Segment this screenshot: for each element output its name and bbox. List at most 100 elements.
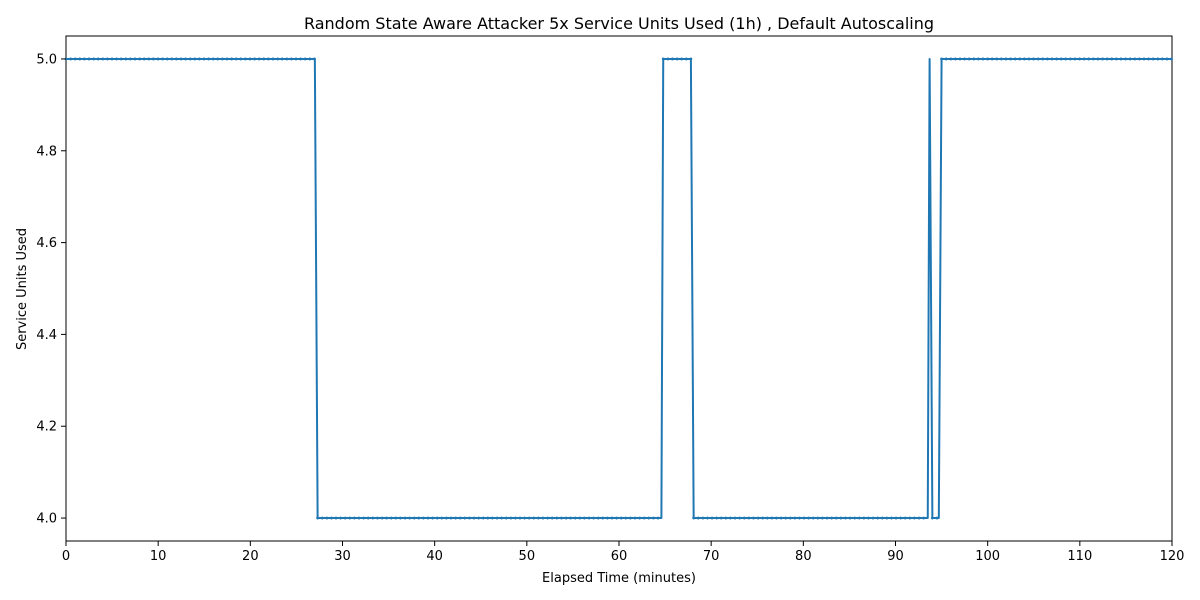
series-point [170, 57, 174, 61]
series-point [680, 57, 684, 61]
series-point [463, 516, 467, 520]
x-tick-label: 0 [62, 549, 70, 564]
series-point [715, 516, 719, 520]
series-point [596, 516, 600, 520]
series-point [899, 516, 903, 520]
series-point [738, 516, 742, 520]
series-point [615, 516, 619, 520]
series-point [1137, 57, 1141, 61]
series-point [253, 57, 256, 61]
series-point [675, 57, 679, 61]
series-point [986, 57, 989, 61]
series-point [385, 516, 389, 520]
plot-area [64, 35, 1173, 542]
series-point [958, 57, 962, 61]
x-tick-label: 70 [703, 549, 720, 564]
x-tick-label: 110 [1067, 549, 1092, 564]
series-point [990, 57, 994, 61]
series-point [271, 57, 275, 61]
series-point [435, 516, 439, 520]
series-point [913, 516, 916, 520]
series-point [944, 57, 948, 61]
series-point [138, 57, 142, 61]
x-tick-label: 10 [150, 549, 167, 564]
series-point [92, 57, 95, 61]
series-point [175, 57, 178, 61]
y-tick-label: 4.4 [36, 328, 57, 343]
y-tick-label: 4.8 [36, 144, 57, 159]
series-point [839, 516, 843, 520]
series-point [211, 57, 215, 61]
series-point [661, 57, 665, 61]
series-point [280, 57, 284, 61]
series-point [619, 516, 623, 520]
series-point [325, 516, 329, 520]
series-point [262, 57, 266, 61]
series-point [1018, 57, 1022, 61]
series-point [917, 516, 921, 520]
series-point [234, 57, 238, 61]
series-point [1059, 57, 1063, 61]
series-point [995, 57, 999, 61]
series-point [303, 57, 307, 61]
series-point [671, 57, 674, 61]
series-point [408, 516, 412, 520]
series-point [903, 516, 907, 520]
series-point [101, 57, 105, 61]
series-point [1004, 57, 1008, 61]
series-point [684, 57, 688, 61]
series-point [1160, 57, 1164, 61]
series-point [202, 57, 206, 61]
series-point [83, 57, 86, 61]
series-point [706, 516, 709, 520]
series-layer [64, 57, 1173, 520]
series-point [610, 516, 614, 520]
series-point [532, 516, 536, 520]
series-point [953, 57, 957, 61]
series-point [940, 57, 943, 61]
y-tick-label: 4.0 [36, 512, 57, 527]
series-point [1133, 57, 1137, 61]
series-point [184, 57, 188, 61]
series-point [894, 516, 898, 520]
series-point [867, 516, 870, 520]
series-point [788, 516, 792, 520]
series-point [629, 516, 632, 520]
series-point [412, 516, 416, 520]
series-point [652, 516, 655, 520]
series-point [647, 516, 651, 520]
series-point [330, 516, 333, 520]
series-point [129, 57, 132, 61]
series-point [357, 516, 361, 520]
series-point [216, 57, 220, 61]
series-point [509, 516, 513, 520]
series-point [316, 516, 320, 520]
series-point [1041, 57, 1045, 61]
series-point [523, 516, 527, 520]
series-point [624, 516, 628, 520]
series-point [765, 516, 769, 520]
series-point [207, 57, 211, 61]
series-point [1055, 57, 1058, 61]
series-point [495, 516, 499, 520]
series-point [853, 516, 857, 520]
y-tick-label: 5.0 [36, 52, 57, 67]
series-point [701, 516, 705, 520]
y-tick-label: 4.2 [36, 420, 57, 435]
series-point [165, 57, 169, 61]
series-point [1128, 57, 1132, 61]
series-point [733, 516, 737, 520]
series-point [1114, 57, 1118, 61]
series-point [486, 516, 490, 520]
series-point [976, 57, 980, 61]
series-point [756, 516, 760, 520]
series-point [124, 57, 128, 61]
series-point [1013, 57, 1017, 61]
series-point [290, 57, 293, 61]
y-axis-title: Service Units Used [15, 228, 30, 350]
y-axis: 4.0 4.2 4.4 4.6 4.8 5.0 [36, 52, 66, 527]
series-point [454, 516, 458, 520]
series-point [963, 57, 966, 61]
series-point [747, 516, 751, 520]
